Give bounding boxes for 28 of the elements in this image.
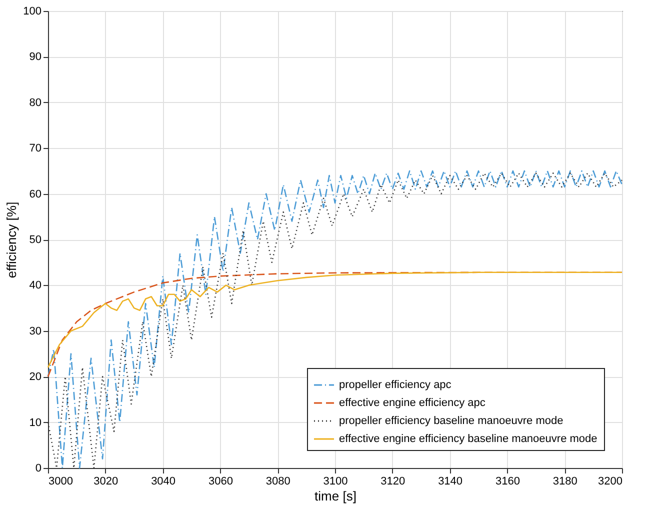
x-tick-label: 3000 (48, 476, 73, 488)
x-tick-label: 3080 (266, 476, 290, 488)
x-tick-label: 3180 (552, 476, 578, 488)
x-tick-label: 3060 (208, 476, 233, 488)
x-tick-label: 3140 (438, 476, 463, 488)
legend-label: propeller efficiency baseline manoeuvre mode (339, 415, 564, 427)
y-tick-label: 20 (29, 371, 42, 384)
x-tick-label: 3040 (151, 476, 176, 488)
x-tick-label: 3020 (94, 476, 118, 488)
y-tick-label: 80 (29, 96, 42, 109)
y-tick-label: 10 (29, 416, 42, 429)
y-tick-label: 100 (23, 6, 42, 18)
y-axis-title: efficiency [%] (4, 202, 20, 278)
x-tick-label: 3100 (323, 476, 348, 488)
y-tick-label: 30 (29, 325, 42, 338)
x-tick-label: 3160 (495, 476, 520, 488)
legend-label: effective engine efficiency apc (339, 397, 486, 409)
x-tick-label: 3200 (598, 476, 622, 488)
y-tick-label: 50 (29, 234, 42, 246)
y-tick-label: 70 (29, 142, 42, 155)
y-tick-label: 40 (29, 280, 42, 292)
y-tick-label: 0 (35, 462, 42, 474)
legend-label: effective engine efficiency baseline manoeuvre mode (339, 433, 598, 445)
y-tick-label: 90 (29, 51, 42, 64)
y-tick-label: 60 (29, 188, 42, 200)
x-axis-title: time [s] (314, 488, 356, 504)
x-tick-label: 3120 (380, 476, 406, 488)
legend-label: propeller efficiency apc (339, 379, 452, 391)
